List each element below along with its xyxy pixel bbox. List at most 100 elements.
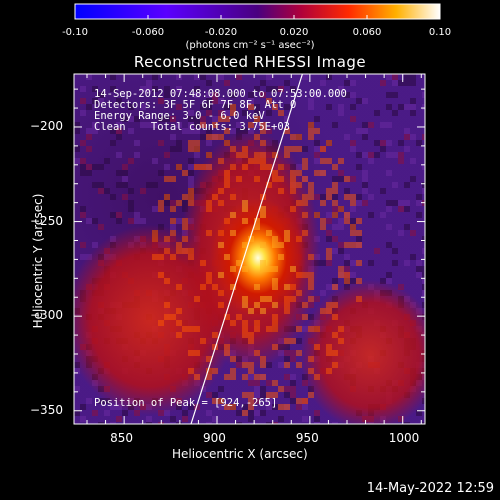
heatmap-pixel (206, 110, 212, 116)
heatmap-pixel (278, 86, 284, 92)
heatmap-pixel (278, 416, 284, 422)
heatmap-pixel (266, 182, 272, 188)
heatmap-pixel (176, 332, 182, 338)
heatmap-pixel (170, 230, 176, 236)
heatmap-pixel (224, 314, 230, 320)
heatmap-pixel (116, 218, 122, 224)
heatmap-pixel (122, 170, 128, 176)
heatmap-pixel (164, 92, 170, 98)
heatmap-pixel (278, 404, 284, 410)
heatmap-pixel (422, 92, 425, 98)
heatmap-pixel (224, 80, 230, 86)
heatmap-pixel (404, 128, 410, 134)
heatmap-pixel (278, 164, 284, 170)
heatmap-pixel (314, 116, 320, 122)
heatmap-pixel (386, 242, 392, 248)
heatmap-pixel (266, 230, 272, 236)
heatmap-pixel (188, 350, 194, 356)
heatmap-pixel (206, 392, 212, 398)
heatmap-pixel (290, 380, 296, 386)
heatmap-pixel (170, 134, 176, 140)
heatmap-pixel (248, 404, 254, 410)
heatmap-pixel (368, 212, 374, 218)
heatmap-pixel (260, 392, 266, 398)
heatmap-pixel (308, 128, 314, 134)
heatmap-pixel (242, 302, 248, 308)
heatmap-pixel (410, 176, 416, 182)
heatmap-pixel (212, 332, 218, 338)
heatmap-pixel (248, 392, 254, 398)
heatmap-pixel (386, 272, 392, 278)
heatmap-pixel (182, 170, 188, 176)
heatmap-pixel (392, 110, 398, 116)
heatmap-pixel (110, 140, 116, 146)
heatmap-pixel (212, 122, 218, 128)
heatmap-pixel (422, 290, 425, 296)
heatmap-pixel (302, 230, 308, 236)
heatmap-pixel (224, 404, 230, 410)
heatmap-pixel (206, 356, 212, 362)
heatmap-pixel (296, 182, 302, 188)
heatmap-pixel (284, 350, 290, 356)
heatmap-pixel (230, 194, 236, 200)
heatmap-pixel (254, 158, 260, 164)
heatmap-pixel (152, 206, 158, 212)
heatmap-pixel (266, 74, 272, 80)
heatmap-pixel (110, 74, 116, 80)
heatmap-pixel (116, 170, 122, 176)
heatmap-pixel (266, 98, 272, 104)
info-energy: Energy Range: 3.0 - 6.0 keV (94, 110, 265, 122)
heatmap-pixel (410, 98, 416, 104)
heatmap-pixel (326, 302, 332, 308)
heatmap-pixel (176, 146, 182, 152)
heatmap-pixel (116, 182, 122, 188)
heatmap-pixel (422, 284, 425, 290)
heatmap-pixel (326, 254, 332, 260)
heatmap-pixel (362, 170, 368, 176)
heatmap-pixel (314, 146, 320, 152)
heatmap-pixel (410, 80, 416, 86)
heatmap-pixel (374, 140, 380, 146)
heatmap-pixel (290, 206, 296, 212)
heatmap-pixel (248, 362, 254, 368)
heatmap-pixel (338, 170, 344, 176)
heatmap-pixel (170, 206, 176, 212)
heatmap-pixel (170, 176, 176, 182)
heatmap-pixel (260, 386, 266, 392)
heatmap-pixel (392, 260, 398, 266)
heatmap-pixel (242, 206, 248, 212)
heatmap-pixel (212, 92, 218, 98)
heatmap-pixel (254, 116, 260, 122)
heatmap-pixel (404, 260, 410, 266)
heatmap-pixel (362, 128, 368, 134)
heatmap-pixel (386, 170, 392, 176)
heatmap-pixel (170, 200, 176, 206)
heatmap-pixel (128, 104, 134, 110)
heatmap-pixel (362, 200, 368, 206)
heatmap-pixel (302, 272, 308, 278)
heatmap-pixel (404, 104, 410, 110)
heatmap-pixel (272, 86, 278, 92)
heatmap-pixel (224, 344, 230, 350)
heatmap-pixel (260, 296, 266, 302)
heatmap-pixel (344, 80, 350, 86)
heatmap-pixel (374, 152, 380, 158)
heatmap-pixel (188, 140, 194, 146)
heatmap-pixel (158, 254, 164, 260)
heatmap-pixel (230, 92, 236, 98)
heatmap-pixel (272, 344, 278, 350)
heatmap-pixel (416, 200, 422, 206)
heatmap-pixel (122, 410, 128, 416)
heatmap-pixel (302, 380, 308, 386)
y-tick-label: −200 (30, 118, 63, 133)
heatmap-pixel (254, 104, 260, 110)
heatmap-pixel (164, 194, 170, 200)
heatmap-pixel (224, 218, 230, 224)
heatmap-pixel (122, 164, 128, 170)
heatmap-pixel (152, 254, 158, 260)
heatmap-pixel (218, 200, 224, 206)
heatmap-pixel (326, 74, 332, 80)
heatmap-pixel (422, 236, 425, 242)
heatmap-pixel (260, 152, 266, 158)
heatmap-pixel (182, 236, 188, 242)
